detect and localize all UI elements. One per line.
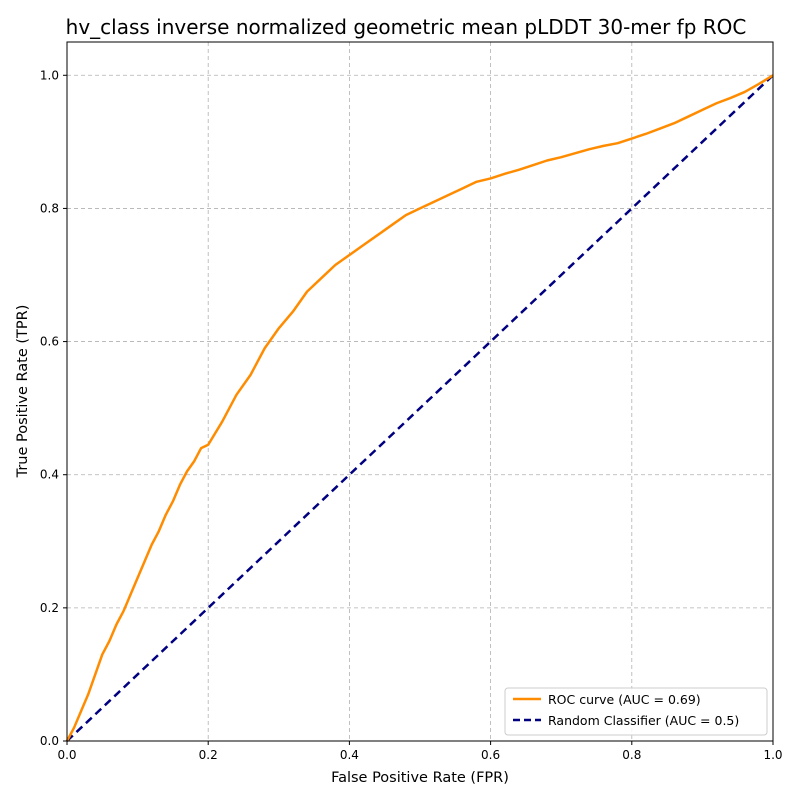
x-tick-label: 0.2 — [199, 748, 218, 762]
plot-frame — [66, 41, 774, 742]
y-tick-label: 0.4 — [40, 468, 59, 482]
legend-label-random: Random Classifier (AUC = 0.5) — [548, 713, 739, 728]
y-tick-label: 0.0 — [40, 734, 59, 748]
x-tick-label: 0.8 — [622, 748, 641, 762]
y-tick-label: 0.2 — [40, 601, 59, 615]
series-layer — [65, 74, 774, 742]
y-ticks: 0.0 0.2 0.4 0.6 0.8 1.0 — [40, 68, 67, 748]
x-ticks: 0.0 0.2 0.4 0.6 0.8 1.0 — [57, 741, 783, 762]
y-tick-label: 0.6 — [40, 335, 59, 349]
chart-title: hv_class inverse normalized geometric me… — [66, 15, 747, 39]
x-tick-label: 1.0 — [763, 748, 782, 762]
legend: ROC curve (AUC = 0.69) Random Classifier… — [504, 687, 768, 736]
y-axis-label: True Positive Rate (TPR) — [15, 305, 31, 479]
plot-area-background — [67, 42, 773, 741]
random-classifier-line — [66, 74, 774, 742]
roc-curve-line — [65, 74, 774, 742]
x-tick-label: 0.4 — [340, 748, 359, 762]
y-tick-label: 1.0 — [40, 68, 59, 82]
x-axis-label: False Positive Rate (FPR) — [331, 770, 509, 786]
x-tick-label: 0.6 — [481, 748, 500, 762]
legend-box — [504, 687, 768, 736]
y-tick-label: 0.8 — [40, 201, 59, 215]
legend-label-roc: ROC curve (AUC = 0.69) — [548, 692, 701, 707]
x-tick-label: 0.0 — [57, 748, 76, 762]
